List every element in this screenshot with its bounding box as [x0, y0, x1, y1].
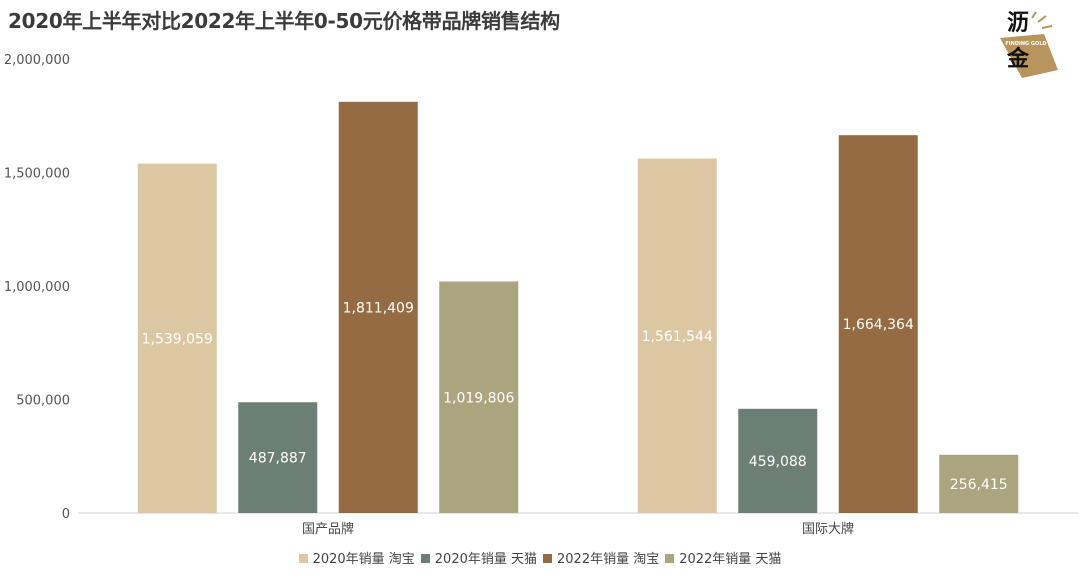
- y-tick-label: 2,000,000: [4, 53, 70, 68]
- bar: [738, 408, 818, 513]
- y-tick-label: 0: [62, 507, 70, 522]
- legend-swatch: [298, 554, 308, 563]
- bar: [939, 454, 1019, 513]
- data-label: 1,561,544: [642, 329, 713, 345]
- legend-label: 2020年销量 淘宝: [312, 552, 415, 567]
- chart-legend: 2020年销量 淘宝 2020年销量 天猫 2022年销量 淘宝 2022年销量 天猫: [0, 548, 1080, 567]
- bar: [238, 402, 318, 513]
- legend-label: 2022年销量 天猫: [679, 552, 782, 567]
- y-tick-label: 1,000,000: [4, 280, 70, 295]
- legend-swatch: [420, 554, 430, 563]
- data-label: 459,088: [749, 454, 807, 470]
- lijin-logo: 沥 FINDING GOLD 金: [992, 8, 1064, 80]
- chart-title: 2020年上半年对比2022年上半年0-50元价格带品牌销售结构: [8, 9, 560, 33]
- legend-item: 2022年销量 天猫: [665, 548, 781, 567]
- legend-item: 2020年销量 天猫: [420, 548, 537, 567]
- data-label: 1,539,059: [142, 331, 213, 347]
- data-label: 487,887: [249, 451, 307, 467]
- legend-item: 2022年销量 淘宝: [543, 548, 659, 567]
- legend-label: 2020年销量 天猫: [434, 552, 537, 567]
- y-tick-label: 500,000: [16, 394, 70, 409]
- logo-char-bottom: 金: [1006, 46, 1030, 72]
- bar: [338, 101, 418, 514]
- bar: [137, 163, 217, 513]
- logo-tagline: FINDING GOLD: [1005, 41, 1046, 47]
- legend-swatch: [665, 554, 675, 563]
- legend-item: 2020年销量 淘宝: [298, 548, 415, 567]
- legend-label: 2022年销量 淘宝: [557, 552, 660, 567]
- category-label: 国际大牌: [802, 521, 854, 537]
- bar: [439, 281, 519, 513]
- data-label: 1,811,409: [343, 300, 414, 316]
- category-label: 国产品牌: [302, 521, 354, 537]
- legend-swatch: [543, 554, 552, 563]
- logo-char-top: 沥: [1007, 11, 1029, 36]
- logo-shape-icon: [1000, 34, 1058, 78]
- bar: [637, 158, 717, 513]
- logo-graphic: 沥 FINDING GOLD 金: [1000, 11, 1058, 78]
- data-label: 256,415: [950, 477, 1008, 493]
- data-label: 1,019,806: [443, 390, 514, 406]
- y-tick-label: 1,500,000: [4, 167, 70, 182]
- bar: [838, 135, 918, 513]
- data-label: 1,664,364: [843, 317, 914, 333]
